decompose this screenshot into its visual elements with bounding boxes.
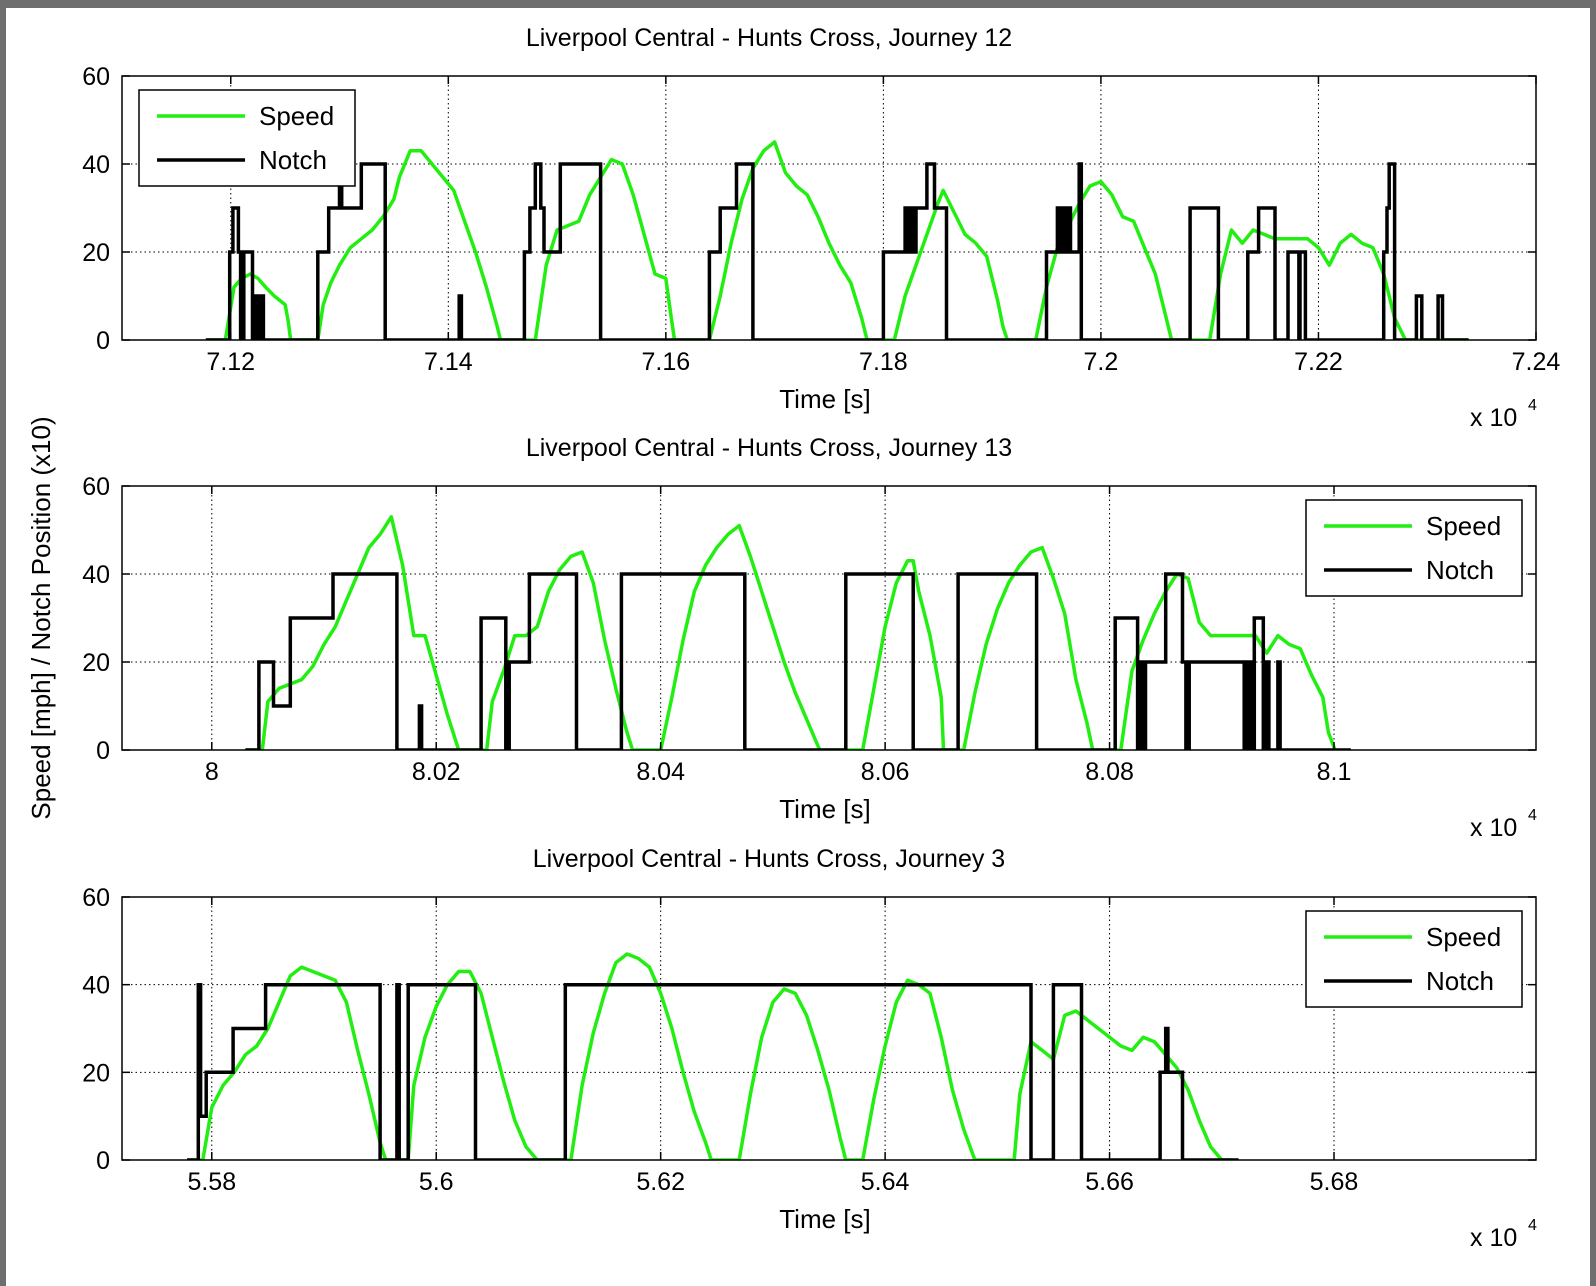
x-tick-label: 8.02 (412, 758, 461, 786)
notch-series-line (205, 162, 1469, 340)
plot-area (205, 140, 1469, 340)
legend-box (1305, 910, 1523, 1008)
axes-box (121, 485, 1537, 751)
axes-box (121, 75, 1537, 341)
y-tick-label: 20 (82, 1059, 110, 1087)
y-tick-label: 40 (82, 561, 110, 589)
x-axis-label: Time [s] (779, 384, 870, 414)
x-tick-label: 7.2 (1084, 348, 1119, 376)
x-tick-label: 8 (205, 758, 219, 786)
x-tick-label: 5.66 (1085, 1168, 1134, 1196)
y-tick-label: 60 (82, 884, 110, 912)
x-axis-exponent: 4 (1528, 1217, 1537, 1234)
y-tick-label: 20 (82, 239, 110, 267)
x-tick-label: 5.62 (636, 1168, 685, 1196)
y-tick-label: 60 (82, 63, 110, 91)
x-tick-label: 5.6 (419, 1168, 454, 1196)
subplot-2: Liverpool Central - Hunts Cross, Journey… (82, 434, 1537, 842)
x-tick-label: 7.24 (1512, 348, 1561, 376)
legend-speed-label: Speed (259, 101, 334, 131)
legend-box (138, 89, 356, 187)
x-tick-label: 8.06 (861, 758, 910, 786)
legend: Speed Notch (1305, 910, 1523, 1008)
x-tick-label: 7.22 (1294, 348, 1343, 376)
y-tick-label: 0 (96, 327, 110, 355)
y-tick-label: 60 (82, 473, 110, 501)
x-axis-multiplier: x 10 (1470, 814, 1517, 842)
legend-speed-label: Speed (1426, 511, 1501, 541)
speed-series-line (205, 140, 1469, 340)
chart-title: Liverpool Central - Hunts Cross, Journey… (533, 845, 1005, 873)
notch-series-line (187, 982, 1239, 1160)
y-tick-label: 0 (96, 737, 110, 765)
x-axis-label: Time [s] (779, 794, 870, 824)
x-tick-label: 8.1 (1317, 758, 1352, 786)
y-tick-label: 40 (82, 972, 110, 1000)
legend: Speed Notch (138, 89, 356, 187)
subplot-1: Liverpool Central - Hunts Cross, Journey… (82, 24, 1560, 432)
x-tick-label: 5.64 (861, 1168, 910, 1196)
speed-series-line (245, 515, 1337, 750)
subplot-3: Liverpool Central - Hunts Cross, Journey… (82, 845, 1537, 1252)
chart-title: Liverpool Central - Hunts Cross, Journey… (526, 434, 1012, 462)
legend-notch-label: Notch (1426, 555, 1494, 585)
shared-y-axis-label: Speed [mph] / Notch Position (x10) (26, 416, 56, 819)
plot-area (187, 952, 1239, 1160)
legend-notch-label: Notch (1426, 966, 1494, 996)
y-tick-label: 40 (82, 151, 110, 179)
y-tick-label: 20 (82, 649, 110, 677)
chart-title: Liverpool Central - Hunts Cross, Journey… (526, 24, 1012, 52)
y-tick-label: 0 (96, 1147, 110, 1175)
x-axis-multiplier: x 10 (1470, 1224, 1517, 1252)
legend-notch-label: Notch (259, 145, 327, 175)
plot-area (245, 515, 1351, 750)
speed-series-line (187, 952, 1233, 1160)
x-tick-label: 8.08 (1085, 758, 1134, 786)
x-tick-label: 7.16 (642, 348, 691, 376)
notch-series-line (245, 572, 1351, 750)
x-tick-label: 5.58 (187, 1168, 236, 1196)
x-tick-label: 5.68 (1310, 1168, 1359, 1196)
legend-box (1305, 499, 1523, 597)
x-axis-exponent: 4 (1528, 807, 1537, 824)
x-axis-multiplier: x 10 (1470, 404, 1517, 432)
legend: Speed Notch (1305, 499, 1523, 597)
x-axis-label: Time [s] (779, 1204, 870, 1234)
x-tick-label: 7.18 (859, 348, 908, 376)
x-tick-label: 7.14 (424, 348, 473, 376)
axes-box (121, 896, 1537, 1161)
x-axis-exponent: 4 (1528, 397, 1537, 414)
x-tick-label: 7.12 (206, 348, 255, 376)
legend-speed-label: Speed (1426, 922, 1501, 952)
x-tick-label: 8.04 (636, 758, 685, 786)
